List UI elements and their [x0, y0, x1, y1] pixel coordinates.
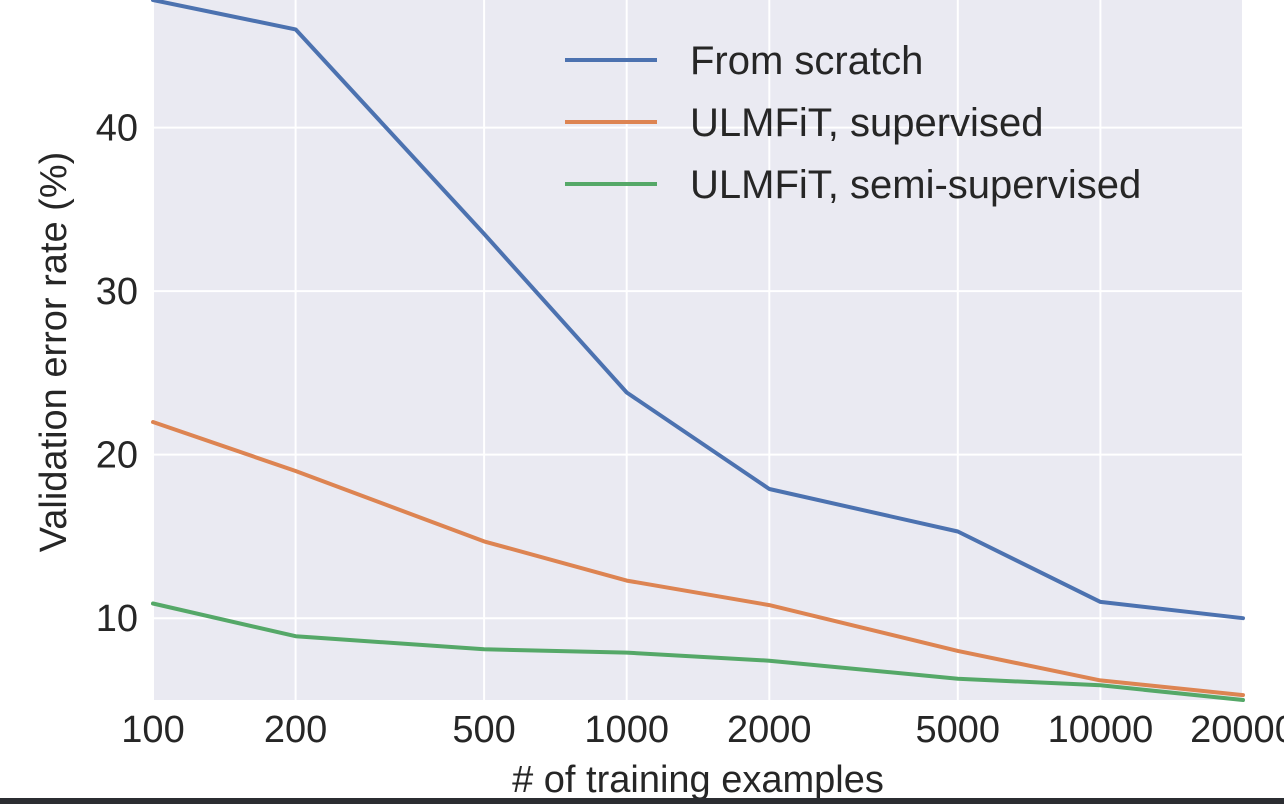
legend-label-2: ULMFiT, supervised	[690, 101, 1043, 145]
x-tick-label: 2000	[727, 709, 812, 751]
x-axis-label: # of training examples	[512, 759, 884, 801]
x-tick-label: 10000	[1048, 709, 1154, 751]
legend-label-3: ULMFiT, semi-supervised	[690, 163, 1141, 207]
x-tick-label: 500	[452, 709, 515, 751]
y-tick-label: 40	[96, 108, 138, 150]
x-tick-label: 100	[121, 709, 184, 751]
y-tick-labels: 10 20 30 40	[96, 108, 138, 641]
y-tick-label: 30	[96, 271, 138, 313]
y-tick-label: 20	[96, 435, 138, 477]
x-tick-label: 5000	[916, 709, 1001, 751]
x-tick-label: 200	[264, 709, 327, 751]
y-tick-label: 10	[96, 598, 138, 640]
x-tick-label: 1000	[584, 709, 669, 751]
x-tick-label: 20000	[1190, 709, 1284, 751]
y-axis-label: Validation error rate (%)	[33, 152, 75, 553]
screen-edge-bar	[0, 798, 1284, 804]
legend-label-1: From scratch	[690, 39, 923, 83]
x-tick-labels: 100 200 500 1000 2000 5000 10000 20000	[121, 709, 1284, 751]
